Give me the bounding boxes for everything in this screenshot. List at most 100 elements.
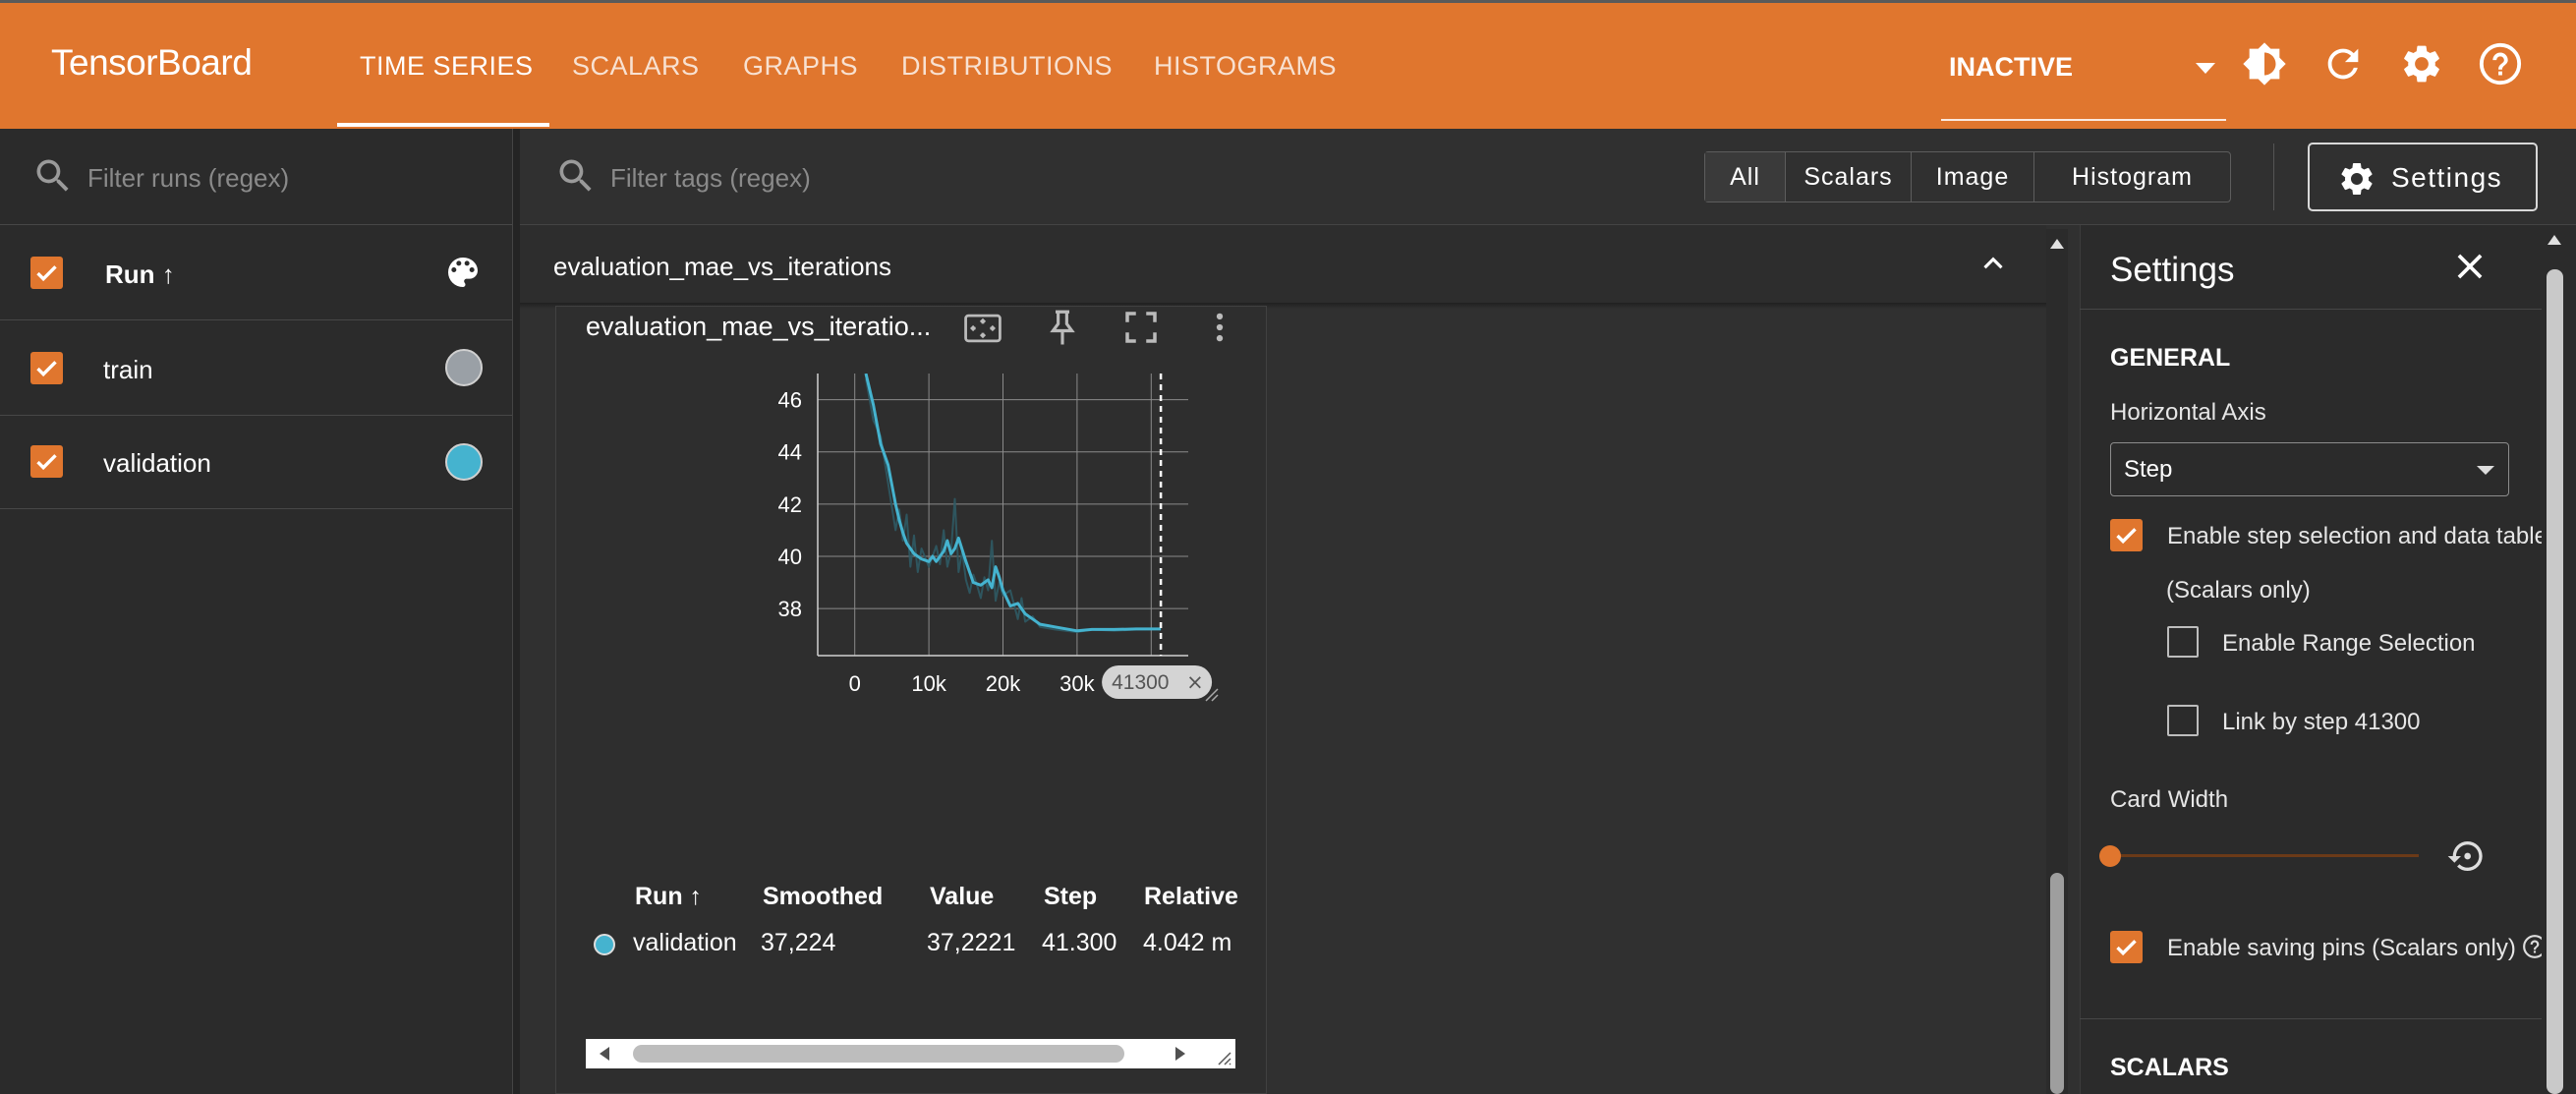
divider [520, 224, 2576, 225]
run-checkbox-validation[interactable] [30, 445, 63, 478]
fullscreen-icon[interactable] [1120, 307, 1162, 348]
reset-icon[interactable] [2446, 836, 2486, 876]
scroll-up-icon[interactable] [2049, 237, 2065, 251]
filter-histogram-button[interactable]: Histogram [2072, 163, 2193, 191]
palette-icon[interactable] [443, 253, 483, 292]
tab-scalars[interactable]: SCALARS [572, 51, 700, 81]
fit-domain-icon[interactable] [961, 307, 1004, 350]
divider [1911, 152, 1912, 202]
pin-icon[interactable] [1042, 306, 1083, 349]
divider [2080, 309, 2542, 310]
link-by-step-label: Link by step 41300 [2222, 709, 2421, 735]
legend-header-relative[interactable]: Relative [1144, 883, 1238, 910]
help-icon[interactable] [2522, 934, 2544, 959]
horizontal-axis-select[interactable]: Step [2110, 442, 2509, 496]
gear-icon [2337, 159, 2376, 199]
chart-tick-labels: 46 44 42 40 38 0 10k 20k 30k [778, 388, 1096, 696]
filter-scalars-button[interactable]: Scalars [1803, 163, 1893, 191]
legend-header-smoothed[interactable]: Smoothed [763, 883, 884, 910]
runs-panel [0, 129, 512, 1094]
chevron-down-icon [2477, 466, 2494, 475]
divider [2080, 1018, 2542, 1019]
chart-series [864, 374, 1162, 634]
filter-runs-input[interactable]: Filter runs (regex) [87, 163, 290, 193]
chevron-up-icon[interactable] [1976, 247, 2010, 280]
select-underline [1941, 119, 2226, 121]
settings-gear-icon[interactable] [2399, 41, 2444, 86]
card-width-slider-thumb[interactable] [2099, 845, 2121, 867]
scrollbar-thumb[interactable] [2050, 873, 2064, 1094]
step-selection-label: Enable step selection and data table [2167, 523, 2547, 549]
divider [1785, 152, 1786, 202]
help-icon[interactable] [2478, 41, 2523, 86]
legend-value: 37,2221 [927, 929, 1016, 956]
table-horizontal-scrollbar[interactable] [586, 1039, 1235, 1068]
y-tick-label: 46 [778, 388, 802, 413]
run-column-header[interactable]: Run ↑ [105, 259, 175, 289]
chevron-down-icon[interactable] [2196, 63, 2215, 74]
app-header [0, 0, 2576, 129]
series-line-validation-smoothed [864, 374, 1162, 633]
main-scrollbar[interactable] [2046, 229, 2068, 1094]
panel-resize-handle[interactable] [512, 129, 520, 1094]
divider [2033, 152, 2034, 202]
scroll-left-icon[interactable] [598, 1046, 611, 1062]
x-tick-label: 10k [911, 671, 946, 696]
horizontal-axis-value: Step [2124, 456, 2173, 483]
chart-grid [818, 374, 1188, 656]
type-filter-group: All Scalars Image Histogram [1704, 151, 2231, 202]
settings-button[interactable]: Settings [2308, 143, 2538, 211]
tab-distributions[interactable]: DISTRIBUTIONS [901, 51, 1114, 81]
scroll-up-icon[interactable] [2547, 233, 2562, 247]
scalar-card [555, 306, 1267, 1094]
filter-tags-input[interactable]: Filter tags (regex) [610, 163, 811, 193]
x-tick-label: 0 [849, 671, 861, 696]
filter-all-button[interactable]: All [1705, 152, 1785, 202]
settings-scrollbar[interactable] [2542, 225, 2576, 1094]
series-line-validation-raw [865, 378, 1162, 634]
scrollbar-thumb[interactable] [633, 1045, 1124, 1063]
legend-header-run[interactable]: Run ↑ [635, 883, 703, 910]
legend-header-value[interactable]: Value [930, 883, 995, 910]
x-tick-label: 20k [986, 671, 1021, 696]
more-vert-icon[interactable] [1201, 307, 1238, 348]
x-tick-label: 30k [1059, 671, 1095, 696]
settings-panel [2080, 225, 2542, 1094]
close-icon[interactable] [2451, 248, 2489, 285]
search-icon [31, 154, 75, 198]
legend-header-step[interactable]: Step [1044, 883, 1098, 910]
range-selection-checkbox[interactable] [2167, 626, 2199, 658]
resize-handle-icon[interactable] [1213, 1047, 1232, 1066]
card-width-slider-track[interactable] [2110, 854, 2419, 857]
scrollbar-thumb[interactable] [2547, 269, 2563, 1094]
legend-run-color [594, 934, 615, 955]
step-chip [1102, 665, 1213, 699]
scalars-section-title: SCALARS [2110, 1054, 2229, 1081]
saving-pins-label: Enable saving pins (Scalars only) [2167, 935, 2516, 961]
tag-group-title: evaluation_mae_vs_iterations [553, 252, 891, 281]
step-selector[interactable]: 41300 × [1102, 374, 1219, 702]
tab-graphs[interactable]: GRAPHS [743, 51, 859, 81]
range-selection-label: Enable Range Selection [2222, 630, 2476, 657]
run-checkbox-train[interactable] [30, 352, 63, 384]
theme-toggle-icon[interactable] [2242, 41, 2287, 86]
step-selection-checkbox[interactable] [2110, 519, 2143, 551]
run-color-swatch-train[interactable] [445, 349, 483, 386]
link-by-step-checkbox[interactable] [2167, 705, 2199, 736]
select-all-runs-checkbox[interactable] [30, 257, 63, 289]
saving-pins-checkbox[interactable] [2110, 931, 2143, 963]
refresh-icon[interactable] [2320, 41, 2366, 86]
step-chip-close-icon: × [1186, 670, 1204, 694]
reload-status-select[interactable]: INACTIVE [1949, 52, 2074, 82]
line-chart[interactable]: 46 44 42 40 38 0 10k 20k 30k 41300 × [609, 364, 1238, 875]
divider [2273, 144, 2274, 210]
settings-button-label: Settings [2391, 162, 2503, 193]
tab-time-series[interactable]: TIME SERIES [360, 51, 534, 81]
tab-histograms[interactable]: HISTOGRAMS [1154, 51, 1338, 81]
filter-image-button[interactable]: Image [1935, 163, 2010, 191]
run-color-swatch-validation[interactable] [445, 443, 483, 481]
run-name-train: train [103, 355, 153, 384]
scroll-right-icon[interactable] [1174, 1046, 1187, 1062]
card-width-label: Card Width [2110, 786, 2229, 813]
tag-group-header[interactable] [520, 225, 2046, 306]
